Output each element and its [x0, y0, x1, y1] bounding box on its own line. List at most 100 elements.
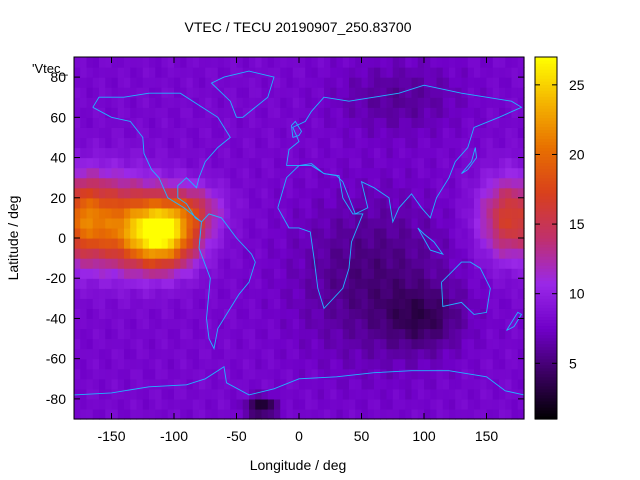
- heatmap-cell: [492, 147, 500, 159]
- heatmap-cell: [242, 207, 250, 219]
- heatmap-cell: [99, 207, 106, 219]
- colorbar-segment: [535, 159, 557, 164]
- heatmap-cell: [205, 238, 213, 249]
- heatmap-cell: [411, 67, 419, 78]
- heatmap-cell: [242, 318, 250, 330]
- colorbar-segment: [535, 385, 557, 390]
- heatmap-cell: [367, 67, 375, 78]
- heatmap-cell: [380, 217, 388, 229]
- heatmap-cell: [424, 157, 431, 169]
- heatmap-cell: [292, 157, 300, 169]
- colorbar-segment: [535, 231, 557, 236]
- heatmap-cell: [342, 248, 350, 259]
- heatmap-cell: [355, 388, 363, 400]
- heatmap-cell: [424, 328, 431, 340]
- heatmap-cell: [205, 308, 213, 320]
- heatmap-cell: [105, 167, 113, 179]
- heatmap-cell: [455, 268, 463, 279]
- heatmap-cell: [124, 408, 131, 420]
- heatmap-cell: [386, 268, 394, 279]
- heatmap-cell: [261, 207, 269, 219]
- heatmap-cell: [255, 187, 263, 199]
- heatmap-cell: [99, 117, 106, 128]
- heatmap-cell: [105, 197, 113, 209]
- heatmap-cell: [180, 318, 188, 330]
- heatmap-cell: [255, 147, 263, 159]
- heatmap-cell: [305, 308, 313, 320]
- heatmap-cell: [442, 388, 450, 400]
- heatmap-cell: [274, 388, 281, 400]
- heatmap-cell: [517, 177, 525, 189]
- heatmap-cell: [505, 77, 513, 88]
- heatmap-cell: [286, 87, 294, 98]
- heatmap-cell: [249, 187, 256, 199]
- heatmap-cell: [492, 207, 500, 219]
- heatmap-cell: [511, 288, 519, 299]
- heatmap-cell: [449, 388, 456, 400]
- heatmap-cell: [361, 207, 369, 219]
- heatmap-cell: [230, 238, 238, 249]
- heatmap-cell: [267, 358, 275, 370]
- heatmap-cell: [180, 388, 188, 400]
- heatmap-cell: [305, 288, 313, 299]
- heatmap-cell: [324, 388, 331, 400]
- heatmap-cell: [99, 77, 106, 88]
- heatmap-cell: [274, 298, 281, 309]
- heatmap-cell: [486, 238, 494, 249]
- heatmap-cell: [280, 338, 288, 350]
- heatmap-cell: [292, 217, 300, 229]
- colorbar-segment: [535, 201, 557, 206]
- heatmap-cell: [411, 358, 419, 370]
- heatmap-cell: [430, 147, 438, 159]
- heatmap-cell: [211, 197, 219, 209]
- heatmap-cell: [286, 338, 294, 350]
- heatmap-cell: [317, 77, 325, 88]
- heatmap-cell: [111, 318, 119, 330]
- heatmap-cell: [155, 147, 163, 159]
- heatmap-cell: [111, 278, 119, 289]
- heatmap-cell: [486, 217, 494, 229]
- heatmap-cell: [130, 298, 138, 309]
- heatmap-cell: [330, 107, 338, 118]
- heatmap-cell: [117, 157, 125, 169]
- heatmap-cell: [330, 308, 338, 320]
- heatmap-cell: [361, 388, 369, 400]
- heatmap-cell: [261, 97, 269, 108]
- heatmap-cell: [249, 207, 256, 219]
- heatmap-cell: [386, 368, 394, 380]
- heatmap-cell: [136, 87, 144, 98]
- heatmap-cell: [199, 268, 206, 279]
- heatmap-cell: [455, 298, 463, 309]
- heatmap-cell: [417, 127, 425, 139]
- heatmap-cell: [486, 248, 494, 259]
- heatmap-cell: [399, 358, 406, 370]
- heatmap-cell: [105, 227, 113, 239]
- heatmap-cell: [405, 177, 413, 189]
- heatmap-cell: [299, 298, 306, 309]
- heatmap-cell: [142, 137, 150, 149]
- heatmap-cell: [280, 147, 288, 159]
- heatmap-cell: [367, 127, 375, 139]
- heatmap-cell: [92, 338, 100, 350]
- heatmap-cell: [367, 388, 375, 400]
- heatmap-cell: [355, 378, 363, 390]
- colorbar-segment: [535, 319, 557, 324]
- heatmap-cell: [274, 408, 281, 420]
- heatmap-cell: [267, 288, 275, 299]
- heatmap-cell: [124, 268, 131, 279]
- heatmap-cell: [386, 87, 394, 98]
- heatmap-cell: [311, 67, 319, 78]
- colorbar-segment: [535, 295, 557, 299]
- heatmap-cell: [417, 167, 425, 179]
- heatmap-cell: [167, 368, 175, 380]
- heatmap-cell: [86, 278, 94, 289]
- heatmap-cell: [292, 278, 300, 289]
- heatmap-cell: [267, 348, 275, 360]
- heatmap-cell: [274, 157, 281, 169]
- heatmap-cell: [130, 358, 138, 370]
- heatmap-cell: [374, 67, 381, 78]
- heatmap-cell: [236, 147, 244, 159]
- heatmap-cell: [105, 318, 113, 330]
- heatmap-cell: [111, 328, 119, 340]
- heatmap-cell: [355, 408, 363, 420]
